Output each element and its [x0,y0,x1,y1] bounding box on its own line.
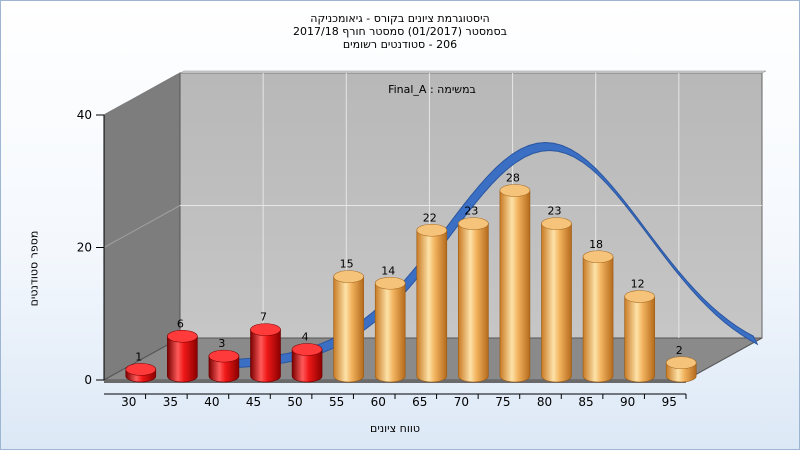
bar-value-label: 18 [589,238,603,251]
bar-top [208,349,240,363]
x-tick-label: 95 [662,395,677,409]
bar-top [250,323,281,336]
bar [541,223,572,383]
x-tick-label: 65 [412,395,427,409]
gridline [103,205,181,248]
bar-top [167,329,198,343]
bar-top [125,363,157,376]
bar-top [665,356,697,370]
bar-value-label: 15 [340,258,354,271]
bar-value-label: 4 [302,331,309,344]
y-tick-label: 40 [77,108,92,122]
bar [499,190,531,383]
x-tick-label: 35 [163,395,178,409]
bar [291,349,323,383]
bar [250,329,281,383]
x-axis-label: טווח ציונים [370,422,420,435]
bar [624,296,655,383]
bar-value-label: 2 [676,344,683,357]
y-tick-label: 20 [77,241,92,255]
bar-top [541,217,572,230]
bar [416,229,448,383]
x-tick-label: 45 [246,395,261,409]
x-tick-label: 75 [495,395,510,409]
bar-value-label: 14 [381,264,395,277]
bar-top [499,184,531,197]
bar-value-label: 22 [423,211,437,224]
x-tick-label: 55 [329,395,344,409]
x-tick-label: 40 [204,395,219,409]
chart-title-line-2: בסמסטר (01/2017) סמסטר חורף 2017/18 [293,25,507,38]
bar-value-label: 23 [464,205,478,218]
bar-value-label: 23 [548,205,562,218]
x-tick-label: 90 [620,395,635,409]
x-tick-label: 50 [287,395,302,409]
bar [208,355,240,383]
bar [167,335,198,383]
bar-top [291,343,323,356]
bar-top [333,270,364,283]
top-rim [103,70,767,116]
bar-top [416,223,448,237]
bar-top [458,217,489,230]
bar-value-label: 7 [260,311,267,324]
chart-title-line-3: 206 - סטודנטים רשומים [342,38,458,51]
chart-title-line-1: היסטוגרמת ציונים בקורס - גיאומכניקה [310,12,490,25]
bar [333,276,364,383]
bar-top [582,250,614,264]
bar-value-label: 3 [218,337,225,350]
bar [374,282,406,383]
bar-value-label: 6 [177,317,184,330]
bar-value-label: 28 [506,172,520,185]
x-tick-label: 85 [578,395,593,409]
bar-value-label: 12 [631,278,645,291]
x-tick-label: 30 [121,395,136,409]
x-tick-label: 60 [371,395,386,409]
task-annotation: במשימה : Final_A [388,83,476,96]
bar-top [374,276,406,290]
x-tick-label: 70 [454,395,469,409]
y-tick-label: 0 [84,373,92,387]
bar-value-label: 1 [135,350,142,363]
bar [458,223,489,383]
bar-top [624,290,655,303]
x-tick-label: 80 [537,395,552,409]
bar [582,256,614,383]
